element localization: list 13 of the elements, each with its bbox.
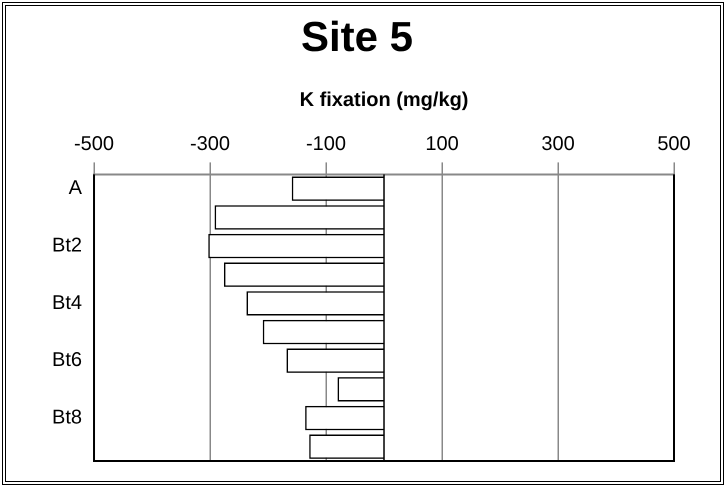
- chart-title: Site 5: [300, 12, 414, 60]
- x-tick-label: 500: [657, 132, 691, 155]
- x-tick-label: -500: [74, 132, 114, 155]
- y-tick-label: Bt8: [52, 406, 82, 429]
- y-tick-label: A: [68, 177, 83, 200]
- y-tick-label: Bt6: [52, 349, 82, 372]
- x-tick-label: 100: [425, 132, 459, 155]
- x-tick-label: -300: [190, 132, 230, 155]
- x-tick-label: -100: [306, 132, 346, 155]
- y-tick-label: Bt2: [52, 234, 82, 257]
- x-tick-label: 300: [541, 132, 575, 155]
- y-tick-label: Bt4: [52, 292, 82, 314]
- x-axis-title: K fixation (mg/kg): [300, 88, 468, 111]
